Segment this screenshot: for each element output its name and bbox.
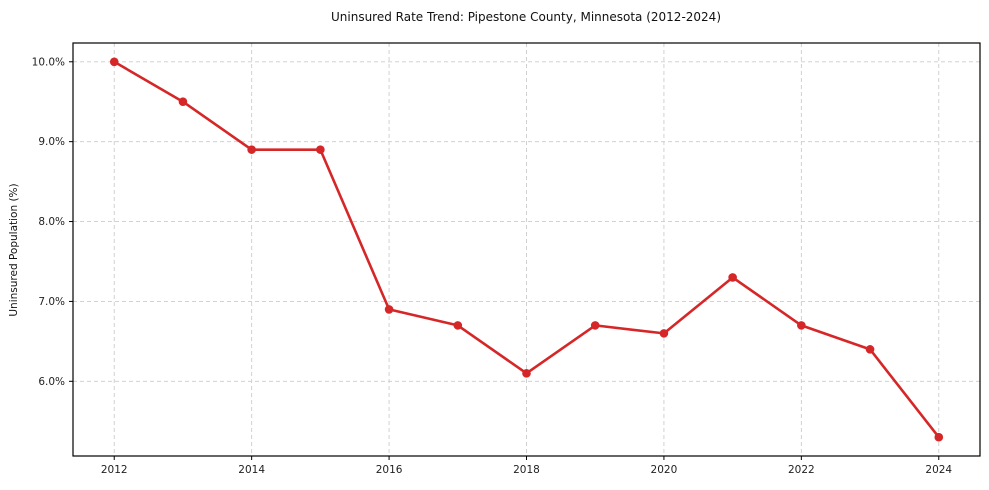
data-point-2018 <box>522 369 531 378</box>
y-tick-label: 9.0% <box>38 136 65 148</box>
y-tick-label: 7.0% <box>38 296 65 308</box>
x-tick-label: 2020 <box>651 464 678 476</box>
x-tick-label: 2012 <box>101 464 128 476</box>
plot-area: 6.0% 7.0% 8.0% 9.0% 10.0% 2012 2014 2016 2018 202… <box>32 42 981 476</box>
data-point-2014 <box>247 145 256 154</box>
data-point-2017 <box>453 321 463 330</box>
chart-title: Uninsured Rate Trend: Pipestone County, … <box>331 10 721 24</box>
data-point-2024 <box>934 432 944 442</box>
data-point-2016 <box>384 305 394 314</box>
y-tick-label: 10.0% <box>32 56 65 68</box>
data-point-2019 <box>590 321 600 330</box>
y-tick-label: 8.0% <box>38 216 65 228</box>
x-tick-label: 2022 <box>788 464 815 476</box>
x-tick-label: 2016 <box>376 464 403 476</box>
y-tick-label: 6.0% <box>38 376 65 388</box>
data-point-2013 <box>178 97 188 107</box>
x-tick-label: 2024 <box>925 464 952 476</box>
data-point-2023 <box>865 345 875 354</box>
data-point-2021 <box>728 273 737 282</box>
data-point-2022 <box>797 321 806 330</box>
x-tick-label: 2018 <box>513 464 540 476</box>
data-point-2015 <box>316 145 325 154</box>
y-axis-label: Uninsured Population (%) <box>8 183 20 316</box>
data-point-2020 <box>659 329 669 338</box>
x-tick-label: 2014 <box>238 464 265 476</box>
data-point-2012 <box>109 57 119 67</box>
